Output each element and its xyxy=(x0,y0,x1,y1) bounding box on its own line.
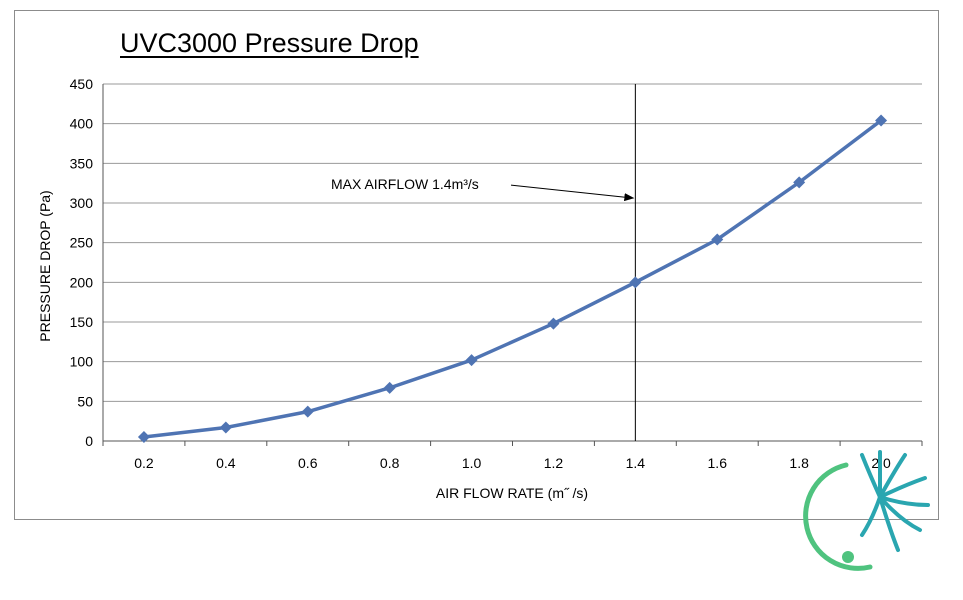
x-tick-label: 0.4 xyxy=(216,455,236,471)
y-tick-label: 400 xyxy=(70,116,94,132)
data-point xyxy=(137,431,150,444)
y-tick-label: 250 xyxy=(70,235,94,251)
annotation-label: MAX AIRFLOW 1.4m³/s xyxy=(331,176,479,192)
y-tick-label: 450 xyxy=(70,76,94,92)
data-point xyxy=(383,381,396,394)
y-tick-label: 300 xyxy=(70,195,94,211)
x-tick-labels: 0.2 0.4 0.6 0.8 1.0 1.2 1.4 1.6 1.8 2.0 xyxy=(134,455,891,471)
x-tick-label: 1.0 xyxy=(462,455,482,471)
logo-ray xyxy=(860,453,882,499)
data-point xyxy=(301,405,314,418)
annotations: MAX AIRFLOW 1.4m³/s xyxy=(331,176,635,202)
logo-ray xyxy=(878,495,922,532)
y-tick-label: 0 xyxy=(85,433,93,449)
data-point xyxy=(219,421,232,434)
logo-mark-icon xyxy=(803,450,930,571)
x-tick-label: 0.2 xyxy=(134,455,154,471)
chart-title: UVC3000 Pressure Drop xyxy=(120,28,419,58)
data-point xyxy=(547,317,560,330)
series xyxy=(137,114,888,444)
x-tick-label: 1.8 xyxy=(789,455,809,471)
y-tick-labels: 0 50 100 150 200 250 300 350 400 450 xyxy=(70,76,94,449)
series-line xyxy=(143,119,883,439)
data-point xyxy=(875,114,888,127)
y-axis-label: PRESSURE DROP (Pa) xyxy=(37,190,53,341)
data-point xyxy=(793,176,806,189)
logo-ray xyxy=(878,495,900,552)
x-tick-label: 1.6 xyxy=(708,455,728,471)
axes xyxy=(102,84,923,446)
y-tick-label: 50 xyxy=(77,393,93,409)
y-tick-label: 200 xyxy=(70,274,94,290)
logo-ray xyxy=(878,476,927,499)
y-tick-label: 350 xyxy=(70,155,94,171)
data-point xyxy=(465,354,478,367)
x-tick-label: 1.2 xyxy=(544,455,564,471)
gridlines xyxy=(103,83,922,402)
x-axis-label: AIR FLOW RATE (m˝ /s) xyxy=(436,485,588,501)
logo-ray xyxy=(878,495,930,507)
x-tick-label: 1.4 xyxy=(626,455,646,471)
x-tick-label: 0.6 xyxy=(298,455,318,471)
x-tick-label: 0.8 xyxy=(380,455,400,471)
data-point xyxy=(629,276,642,289)
y-tick-label: 100 xyxy=(70,354,94,370)
y-tick-label: 150 xyxy=(70,314,94,330)
annotation-arrow xyxy=(510,184,635,202)
logo-ray xyxy=(860,495,882,537)
data-point xyxy=(711,233,724,246)
logo-ray xyxy=(878,453,907,499)
